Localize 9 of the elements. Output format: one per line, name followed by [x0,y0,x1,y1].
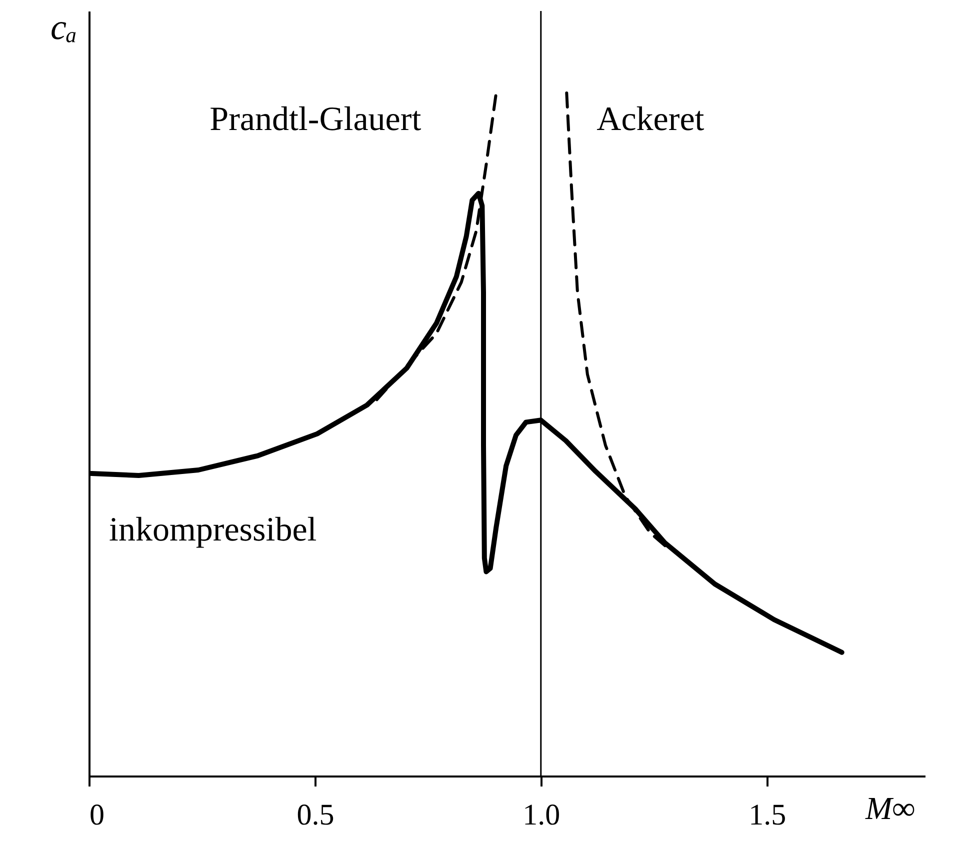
text: Prandtl-Glauert [210,100,422,138]
series-label: Ackeret [596,100,705,138]
series-label: inkompressibel [109,511,317,548]
y-axis-title: cₐ [50,7,77,47]
x-tick-label: 0.5 [296,798,334,832]
x-axis-title: M∞ [864,790,915,826]
x-tick-label: 1.5 [748,798,786,832]
x-tick-label: 1.0 [522,798,560,832]
x-tick-label: 0 [90,798,104,832]
